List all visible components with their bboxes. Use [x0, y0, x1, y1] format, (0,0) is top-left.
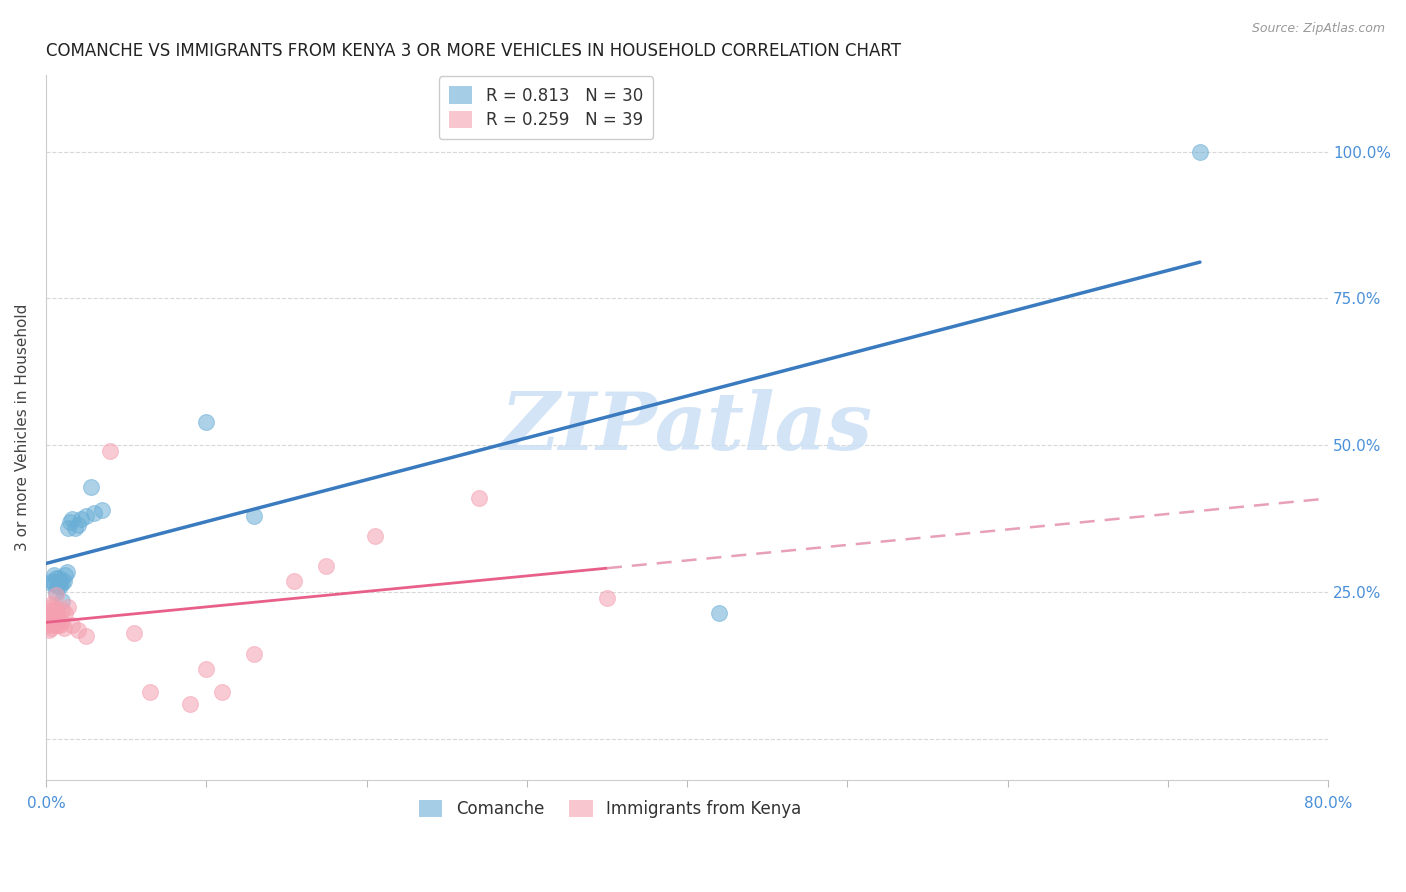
Point: [38, 603, 60, 617]
Point: [52, 621, 75, 635]
Point: [91, 503, 114, 517]
Point: [46, 579, 69, 593]
Point: [45, 571, 67, 585]
Point: [283, 574, 305, 588]
Point: [211, 685, 233, 699]
Legend: Comanche, Immigrants from Kenya: Comanche, Immigrants from Kenya: [412, 793, 808, 825]
Point: [38, 615, 60, 629]
Point: [51, 594, 73, 608]
Point: [49, 579, 72, 593]
Point: [59, 515, 82, 529]
Point: [45, 585, 67, 599]
Point: [467, 491, 489, 506]
Y-axis label: 3 or more Vehicles in Household: 3 or more Vehicles in Household: [15, 304, 30, 551]
Point: [83, 506, 105, 520]
Point: [243, 647, 266, 661]
Text: ZIPatlas: ZIPatlas: [501, 389, 873, 467]
Point: [48, 571, 70, 585]
Point: [58, 599, 80, 614]
Point: [39, 576, 62, 591]
Point: [49, 574, 72, 588]
Point: [41, 574, 63, 588]
Point: [70, 512, 93, 526]
Point: [51, 603, 73, 617]
Point: [122, 626, 145, 640]
Point: [42, 576, 65, 591]
Point: [596, 591, 619, 606]
Point: [60, 512, 83, 526]
Point: [139, 685, 162, 699]
Point: [75, 629, 97, 643]
Point: [42, 612, 65, 626]
Point: [38, 624, 60, 638]
Point: [243, 508, 266, 523]
Point: [41, 597, 63, 611]
Point: [46, 617, 69, 632]
Point: [315, 558, 337, 573]
Point: [37, 608, 59, 623]
Point: [80, 479, 103, 493]
Point: [39, 621, 62, 635]
Point: [66, 624, 89, 638]
Point: [195, 662, 218, 676]
Text: COMANCHE VS IMMIGRANTS FROM KENYA 3 OR MORE VEHICLES IN HOUSEHOLD CORRELATION CH: COMANCHE VS IMMIGRANTS FROM KENYA 3 OR M…: [46, 42, 901, 60]
Point: [49, 617, 72, 632]
Point: [37, 617, 59, 632]
Point: [48, 612, 70, 626]
Point: [53, 567, 76, 582]
Point: [195, 415, 218, 429]
Point: [75, 508, 97, 523]
Point: [51, 615, 73, 629]
Point: [179, 697, 201, 711]
Point: [53, 606, 76, 620]
Point: [45, 617, 67, 632]
Point: [45, 603, 67, 617]
Point: [41, 617, 63, 632]
Point: [42, 567, 65, 582]
Point: [56, 565, 79, 579]
Point: [51, 576, 73, 591]
Point: [63, 521, 86, 535]
Point: [46, 606, 69, 620]
Point: [707, 606, 730, 620]
Point: [42, 603, 65, 617]
Point: [39, 615, 62, 629]
Point: [98, 444, 121, 458]
Point: [58, 521, 80, 535]
Point: [45, 588, 67, 602]
Point: [48, 576, 70, 591]
Point: [66, 517, 89, 532]
Point: [39, 599, 62, 614]
Point: [363, 529, 385, 543]
Point: [60, 617, 83, 632]
Text: Source: ZipAtlas.com: Source: ZipAtlas.com: [1251, 22, 1385, 36]
Point: [52, 574, 75, 588]
Point: [1188, 145, 1211, 159]
